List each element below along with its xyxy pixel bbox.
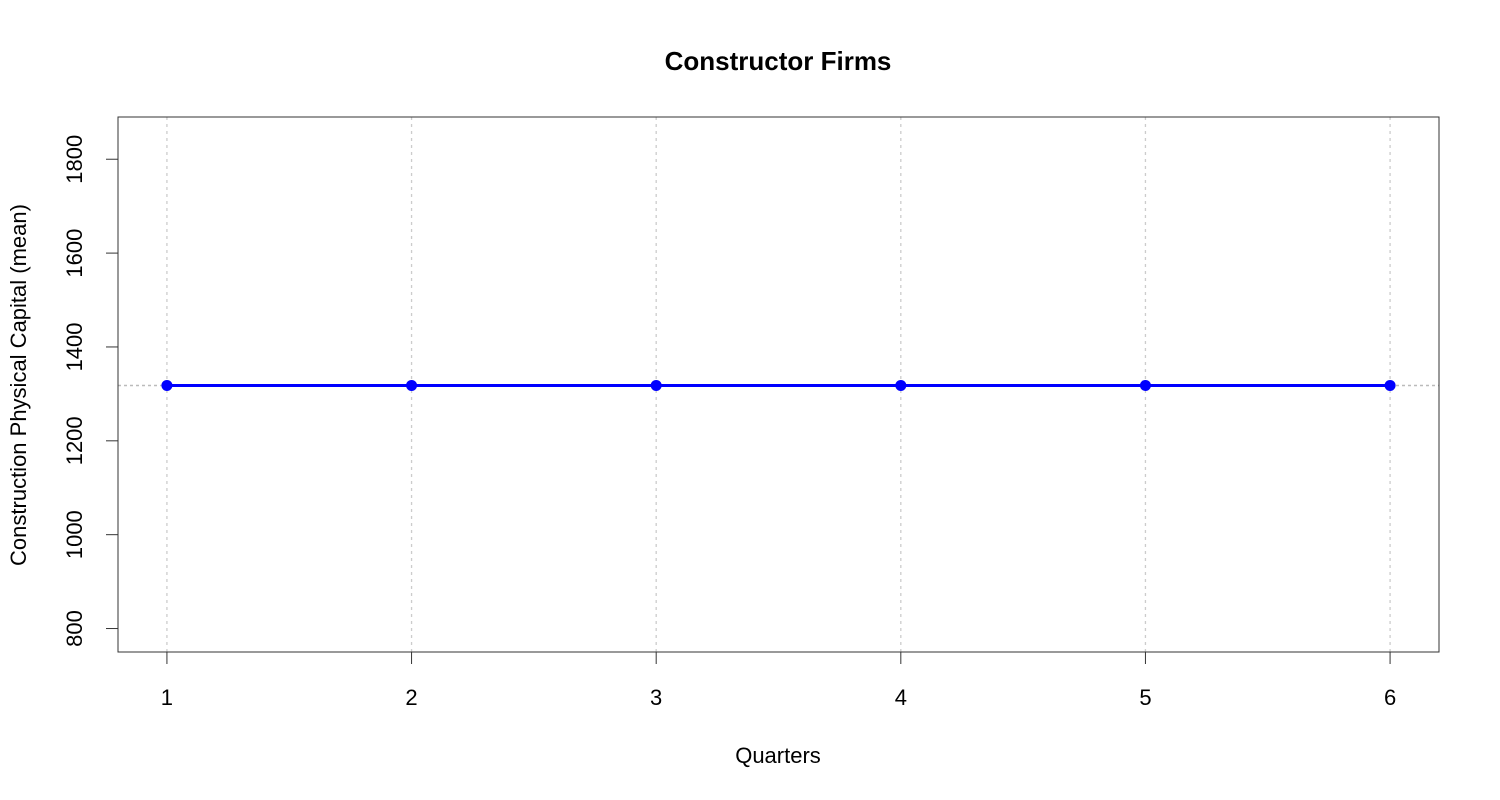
data-point-4 <box>895 379 907 391</box>
x-tick-label-6: 6 <box>1384 685 1396 710</box>
x-axis-label: Quarters <box>735 743 821 768</box>
y-tick-label-1: 800 <box>62 610 87 647</box>
x-tick-label-1: 1 <box>161 685 173 710</box>
y-tick-label-4: 1400 <box>62 322 87 371</box>
y-axis: 800 1000 1200 1400 1600 1800 <box>62 135 119 647</box>
data-point-2 <box>406 379 418 391</box>
y-tick-label-3: 1200 <box>62 416 87 465</box>
data-points <box>161 379 1396 391</box>
x-axis: 1 2 3 4 5 6 <box>161 651 1396 710</box>
y-axis-label: Construction Physical Capital (mean) <box>6 204 31 566</box>
x-tick-label-5: 5 <box>1139 685 1151 710</box>
chart-title: Constructor Firms <box>665 46 892 76</box>
data-point-6 <box>1384 379 1396 391</box>
data-point-5 <box>1139 379 1151 391</box>
x-tick-label-3: 3 <box>650 685 662 710</box>
data-point-1 <box>161 379 173 391</box>
y-tick-label-6: 1800 <box>62 135 87 184</box>
x-tick-label-2: 2 <box>405 685 417 710</box>
x-tick-label-4: 4 <box>895 685 907 710</box>
y-tick-label-5: 1600 <box>62 229 87 278</box>
data-point-3 <box>650 379 662 391</box>
y-tick-label-2: 1000 <box>62 510 87 559</box>
